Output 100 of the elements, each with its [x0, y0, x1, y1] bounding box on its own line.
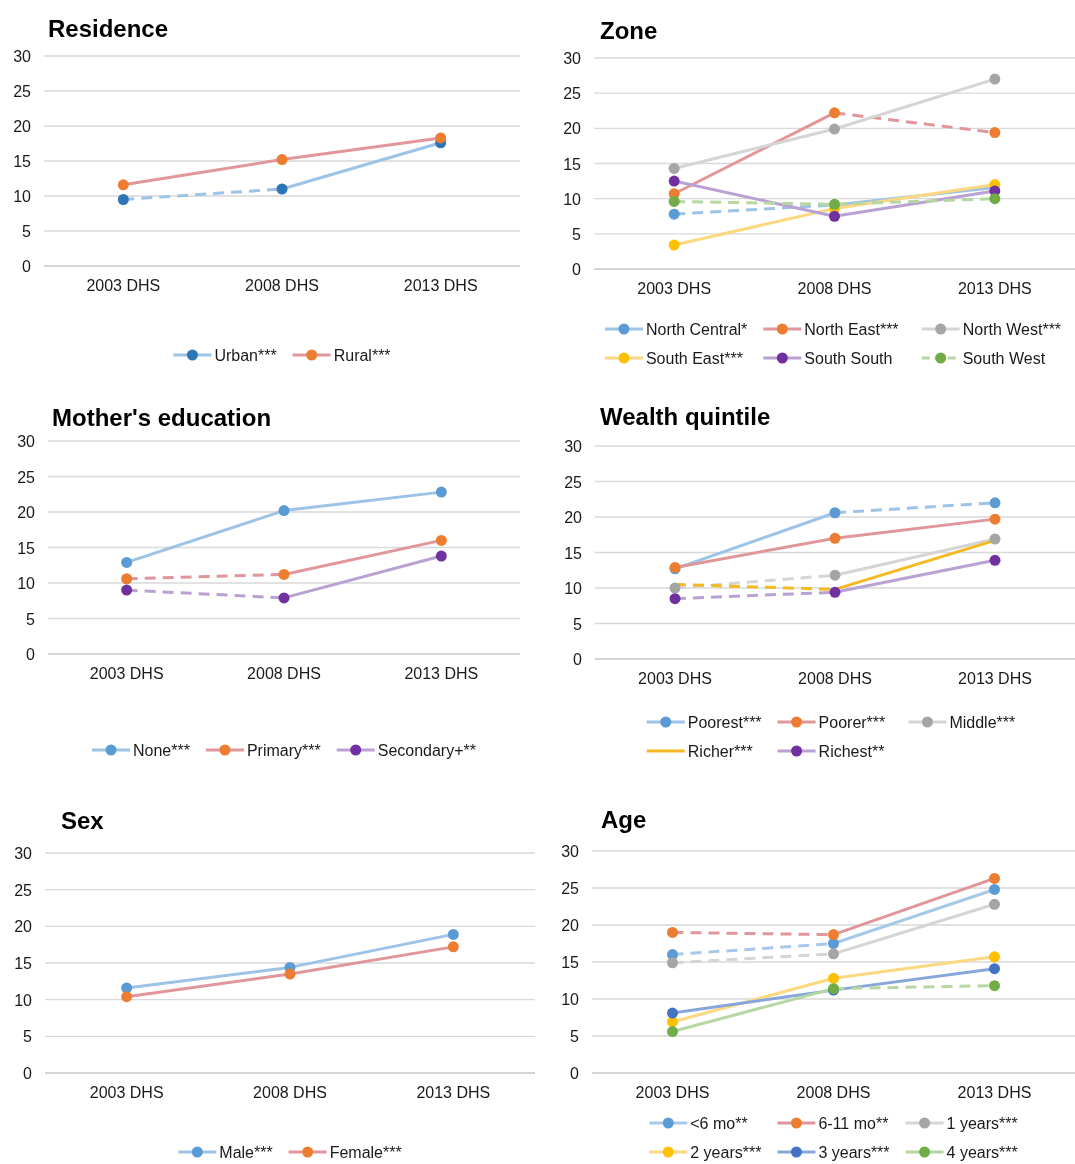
y-tick-label: 0	[573, 650, 583, 668]
legend-label: Urban***	[214, 346, 277, 364]
x-tick-label: 2003 DHS	[89, 664, 164, 682]
y-tick-label: 20	[13, 117, 32, 135]
point	[117, 179, 129, 191]
y-tick-label: 5	[573, 615, 583, 632]
point	[284, 968, 296, 980]
y-tick-label: 30	[561, 842, 580, 860]
point	[989, 127, 1001, 139]
legend-label: North West***	[962, 320, 1062, 338]
y-tick-label: 20	[17, 503, 36, 521]
y-tick-label: 25	[563, 84, 582, 102]
legend-label: <6 mo**	[690, 1114, 748, 1132]
legend-label: Primary***	[246, 741, 321, 759]
chart-title: Mother's education	[52, 404, 272, 431]
legend-label: Poorest***	[687, 713, 762, 731]
y-tick-label: 30	[563, 49, 582, 67]
legend-label: North East***	[804, 320, 899, 338]
point	[829, 210, 840, 222]
legend-label: 6-11 mo**	[818, 1114, 889, 1132]
x-tick-label: 2013 DHS	[958, 669, 1032, 687]
point	[668, 175, 680, 187]
point	[447, 941, 459, 953]
point	[989, 980, 1000, 992]
point	[435, 132, 447, 144]
point	[667, 957, 678, 969]
legend-label: Male***	[219, 1143, 273, 1161]
legend-label: South West	[962, 349, 1046, 367]
chart-title: Residence	[48, 15, 169, 42]
legend-label: South South	[804, 349, 893, 367]
point	[829, 532, 841, 544]
x-tick-label: 2008 DHS	[247, 664, 321, 682]
point	[989, 883, 1000, 895]
x-tick-label: 2003 DHS	[638, 669, 712, 687]
chart-title: Sex	[61, 807, 105, 834]
point	[989, 554, 1001, 566]
point	[435, 534, 447, 546]
y-tick-label: 15	[563, 155, 582, 172]
point	[829, 507, 841, 519]
point	[667, 1026, 678, 1038]
x-tick-label: 2003 DHS	[89, 1083, 164, 1101]
y-tick-label: 0	[26, 645, 36, 663]
point	[829, 198, 840, 210]
point	[121, 573, 133, 585]
point	[276, 183, 288, 195]
y-tick-label: 25	[561, 879, 580, 897]
x-tick-label: 2013 DHS	[403, 276, 478, 294]
y-tick-label: 30	[14, 844, 33, 862]
legend-label: Female***	[329, 1143, 402, 1161]
y-tick-label: 20	[563, 119, 582, 137]
x-tick-label: 2013 DHS	[957, 279, 1032, 297]
y-tick-label: 0	[572, 260, 582, 278]
point	[278, 505, 290, 517]
legend-label: South East***	[645, 349, 743, 367]
point	[829, 569, 841, 581]
point	[447, 928, 459, 940]
x-tick-label: 2008 DHS	[796, 1083, 871, 1101]
y-tick-label: 30	[13, 47, 32, 65]
point	[828, 938, 839, 949]
legend-label: North Central*	[645, 320, 748, 338]
legend-label: Rural***	[333, 346, 391, 364]
point	[121, 584, 133, 596]
y-tick-label: 0	[22, 257, 32, 275]
point	[669, 593, 681, 605]
y-tick-label: 15	[13, 152, 32, 170]
point	[989, 963, 1000, 975]
y-tick-label: 15	[14, 954, 33, 972]
y-tick-label: 5	[22, 222, 32, 240]
point	[278, 592, 290, 604]
point	[829, 123, 840, 135]
point	[989, 898, 1000, 910]
x-tick-label: 2013 DHS	[404, 664, 479, 682]
y-tick-label: 30	[17, 432, 36, 450]
point	[989, 951, 1000, 963]
x-tick-label: 2003 DHS	[86, 276, 161, 294]
point	[276, 154, 288, 166]
legend-label: Richer***	[687, 742, 753, 760]
chart-title: Age	[601, 806, 647, 833]
y-tick-label: 20	[14, 917, 33, 935]
point	[121, 556, 133, 568]
x-tick-label: 2008 DHS	[245, 276, 319, 294]
y-tick-label: 0	[23, 1064, 33, 1082]
y-tick-label: 0	[570, 1064, 580, 1082]
legend-label: Poorer***	[818, 713, 886, 731]
legend-label: 4 years***	[946, 1143, 1018, 1161]
y-tick-label: 10	[13, 187, 32, 205]
y-tick-label: 5	[26, 610, 36, 627]
y-tick-label: 10	[563, 190, 582, 208]
point	[989, 193, 1001, 205]
legend-label: 3 years***	[818, 1143, 890, 1161]
y-tick-label: 20	[561, 916, 580, 934]
point	[828, 929, 839, 941]
x-tick-label: 2008 DHS	[798, 669, 872, 687]
chart-title: Zone	[600, 17, 658, 44]
chart-title: Wealth quintile	[600, 403, 771, 430]
y-tick-label: 25	[14, 881, 33, 899]
legend-label: 1 years***	[946, 1114, 1018, 1132]
point	[667, 1007, 678, 1019]
point	[828, 972, 839, 984]
legend-label: Richest**	[818, 742, 885, 760]
